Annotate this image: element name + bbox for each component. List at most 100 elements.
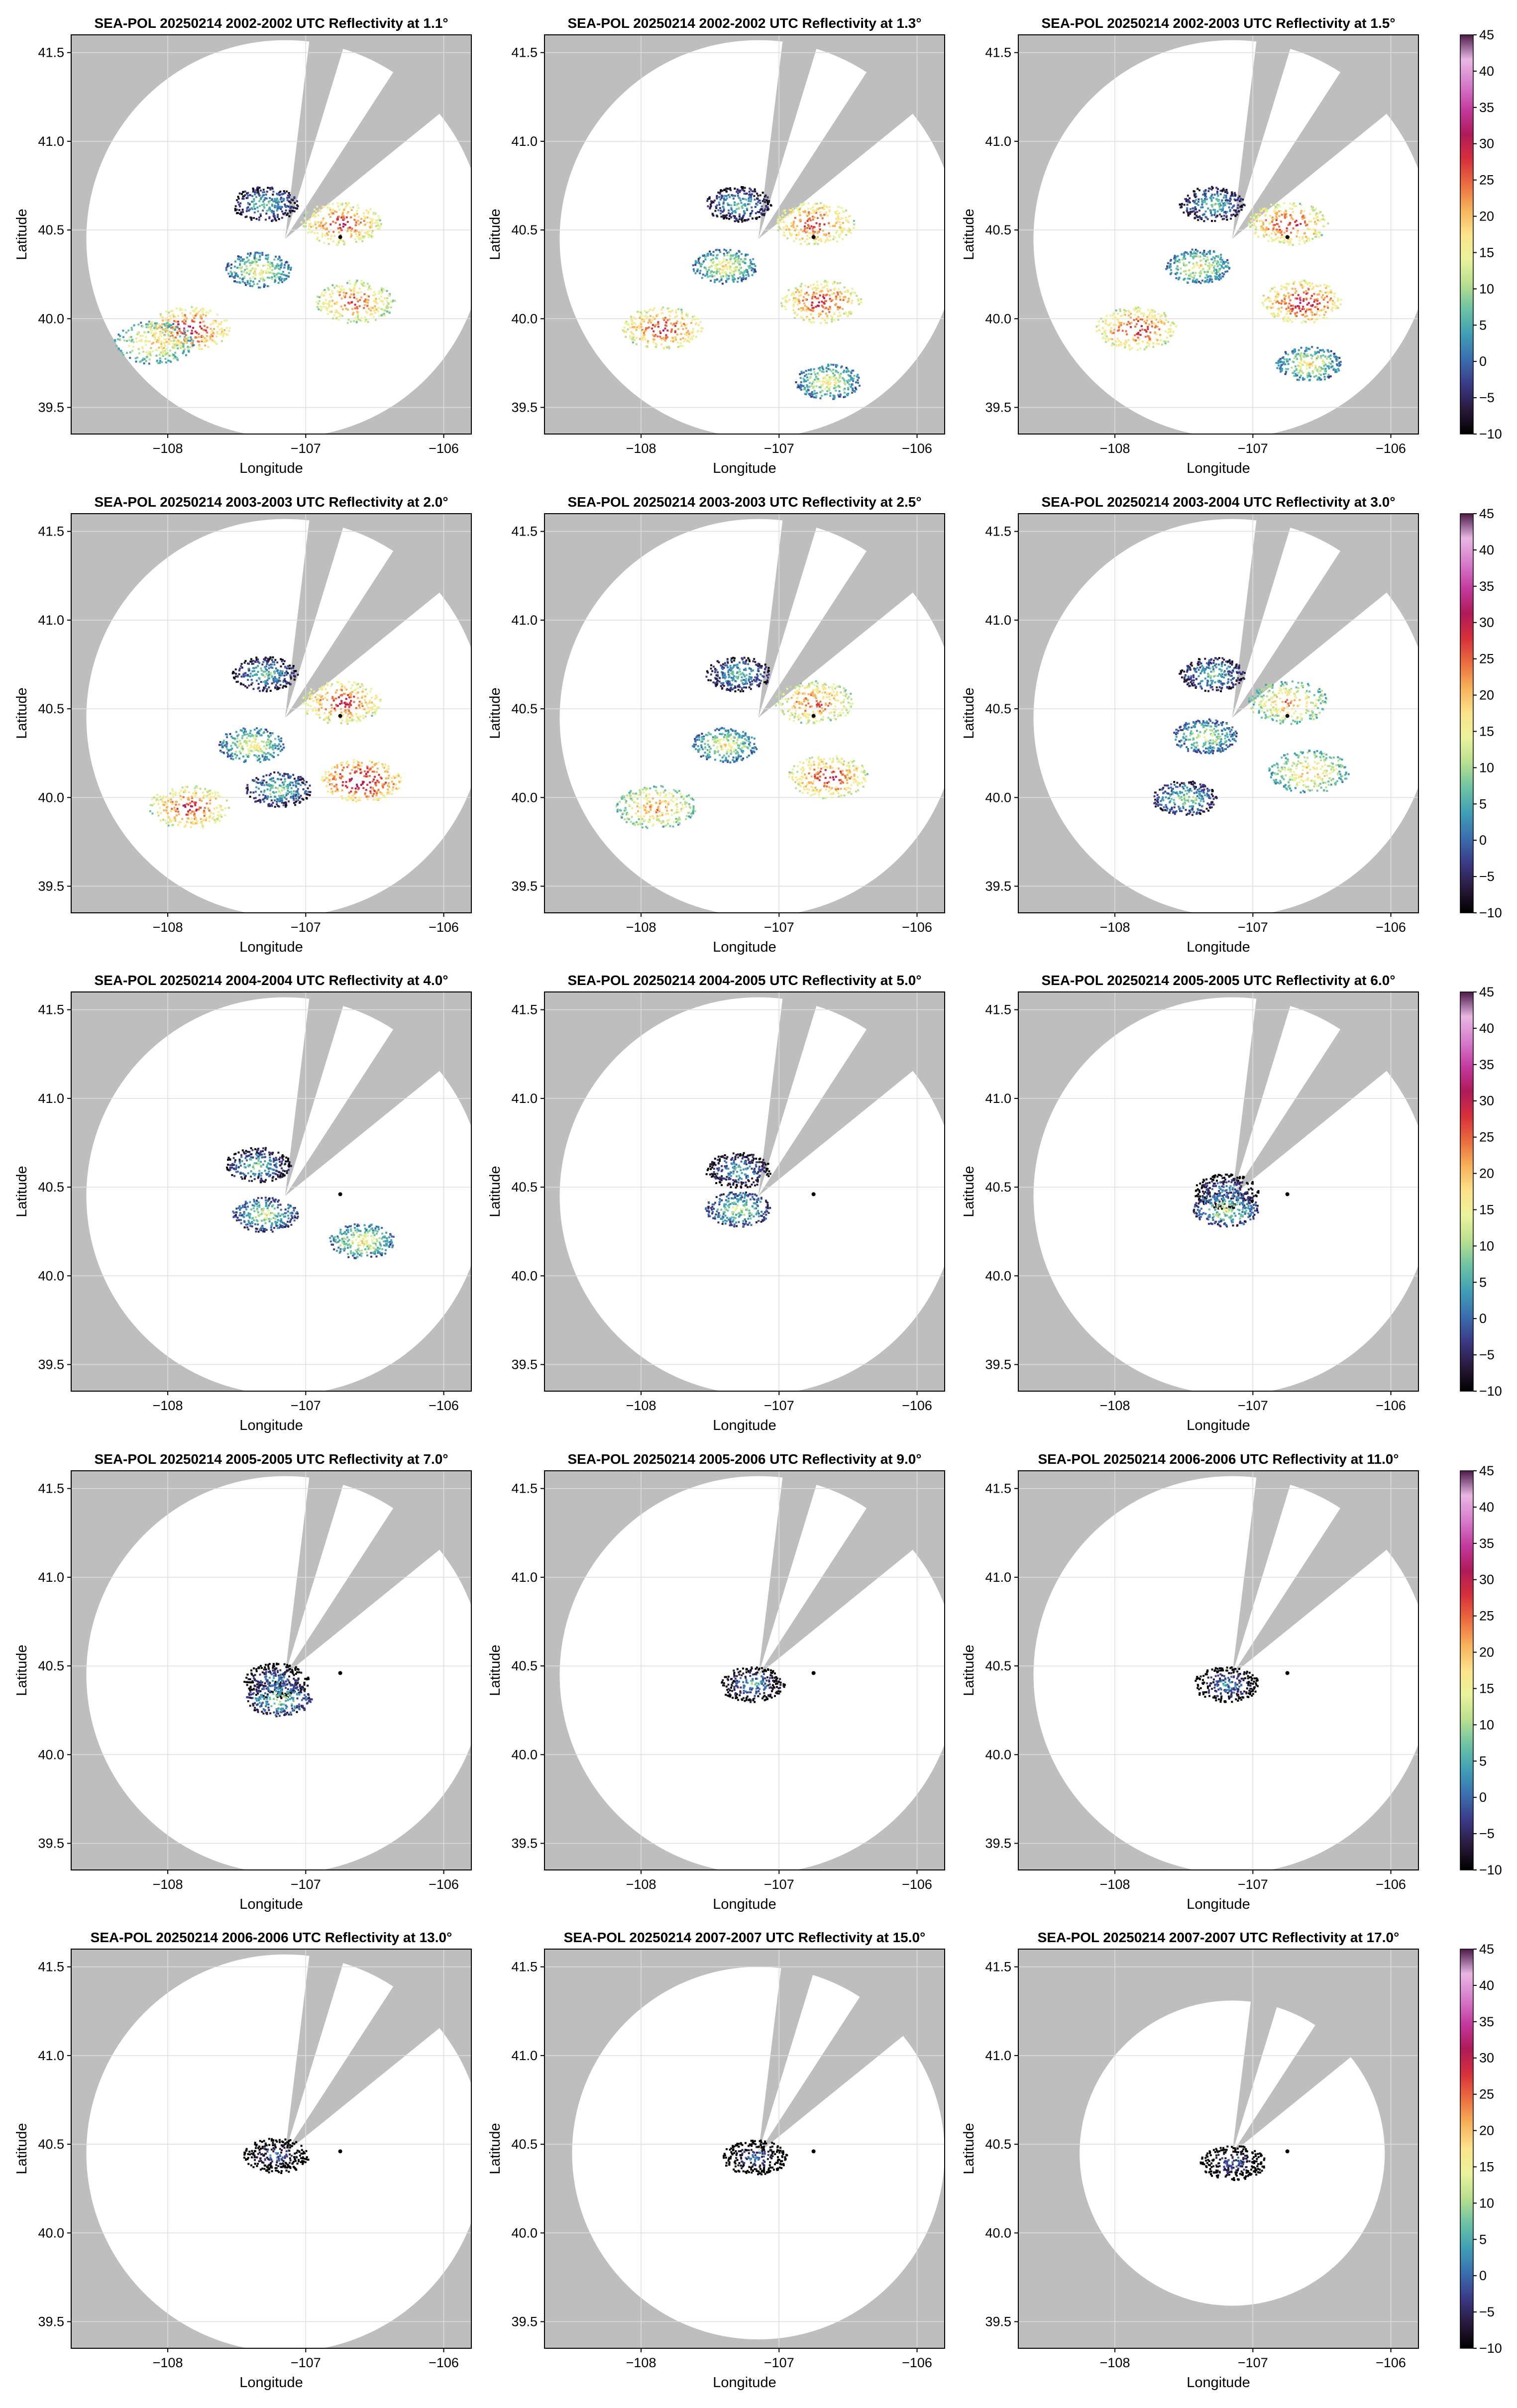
echo-pixel xyxy=(281,193,283,196)
echo-pixel xyxy=(335,285,338,287)
echo-pixel xyxy=(1112,331,1115,334)
echo-pixel xyxy=(835,218,838,220)
echo-pixel xyxy=(365,311,368,313)
echo-pixel xyxy=(294,207,296,209)
echo-pixel xyxy=(1315,285,1317,287)
echo-pixel xyxy=(1229,203,1231,205)
echo-pixel xyxy=(858,303,861,306)
echo-pixel xyxy=(1319,290,1321,292)
echo-pixel xyxy=(660,338,663,341)
echo-pixel xyxy=(763,196,766,198)
echo-pixel xyxy=(1301,364,1304,366)
echo-pixel xyxy=(720,195,723,197)
echo-pixel xyxy=(1275,362,1278,364)
echo-pixel xyxy=(836,220,839,222)
echo-pixel xyxy=(725,259,728,261)
echo-pixel xyxy=(747,271,749,273)
echo-pixel xyxy=(1183,255,1186,257)
echo-pixel xyxy=(248,282,251,285)
echo-pixel xyxy=(1210,278,1213,281)
echo-pixel xyxy=(363,218,366,220)
echo-pixel xyxy=(642,320,644,322)
echo-pixel xyxy=(1187,212,1189,214)
echo-pixel xyxy=(252,659,255,662)
echo-pixel xyxy=(1312,209,1314,212)
echo-pixel xyxy=(320,224,322,227)
echo-pixel xyxy=(778,227,781,229)
echo-pixel xyxy=(826,206,828,209)
echo-pixel xyxy=(340,217,343,219)
echo-pixel xyxy=(234,209,236,212)
echo-pixel xyxy=(1220,201,1223,203)
echo-pixel xyxy=(806,215,809,217)
echo-pixel xyxy=(826,315,829,317)
echo-pixel xyxy=(317,232,319,234)
echo-pixel xyxy=(1204,200,1206,202)
echo-pixel xyxy=(349,207,352,209)
echo-pixel xyxy=(1222,188,1225,190)
echo-pixel xyxy=(176,340,178,343)
echo-pixel xyxy=(738,213,741,216)
echo-pixel xyxy=(1129,316,1132,319)
echo-pixel xyxy=(1151,325,1153,328)
echo-pixel xyxy=(1263,295,1265,297)
echo-pixel xyxy=(1206,218,1209,220)
echo-pixel xyxy=(1226,259,1229,261)
echo-pixel xyxy=(1299,203,1301,205)
echo-pixel xyxy=(655,344,658,346)
echo-pixel xyxy=(135,340,138,343)
echo-pixel xyxy=(790,209,792,212)
echo-pixel xyxy=(343,209,345,211)
echo-pixel xyxy=(357,291,360,294)
echo-pixel xyxy=(364,316,366,318)
echo-pixel xyxy=(300,221,303,223)
echo-pixel xyxy=(349,283,351,285)
echo-pixel xyxy=(659,332,662,334)
echo-pixel xyxy=(1316,318,1318,320)
echo-pixel xyxy=(695,322,697,325)
echo-pixel xyxy=(647,316,649,318)
echo-pixel xyxy=(1318,310,1321,312)
echo-pixel xyxy=(1280,210,1282,213)
echo-pixel xyxy=(324,289,326,291)
echo-pixel xyxy=(1114,324,1117,327)
echo-pixel xyxy=(1323,219,1326,221)
echo-pixel xyxy=(1192,210,1195,213)
echo-pixel xyxy=(263,194,265,196)
echo-pixel xyxy=(285,209,287,212)
echo-pixel xyxy=(354,304,356,306)
echo-pixel xyxy=(1275,215,1278,218)
echo-pixel xyxy=(268,271,271,274)
echo-pixel xyxy=(1134,326,1137,328)
echo-pixel xyxy=(127,329,130,331)
echo-pixel xyxy=(1276,291,1279,294)
echo-pixel xyxy=(268,216,271,219)
echo-pixel xyxy=(247,675,249,677)
echo-pixel xyxy=(247,252,249,255)
echo-pixel xyxy=(1322,373,1325,375)
echo-pixel xyxy=(241,280,244,283)
echo-pixel xyxy=(278,677,281,679)
echo-pixel xyxy=(355,233,357,235)
echo-pixel xyxy=(839,223,842,226)
echo-pixel xyxy=(843,313,845,315)
echo-pixel xyxy=(1330,362,1332,365)
echo-pixel xyxy=(198,348,201,350)
echo-pixel xyxy=(122,329,124,332)
echo-pixel xyxy=(259,213,262,216)
echo-pixel xyxy=(837,217,840,219)
echo-pixel xyxy=(139,334,142,337)
echo-pixel xyxy=(1322,294,1324,296)
echo-pixel xyxy=(192,339,194,342)
echo-pixel xyxy=(1154,318,1156,320)
echo-pixel xyxy=(794,217,796,219)
echo-cluster xyxy=(300,202,382,246)
echo-pixel xyxy=(273,681,275,683)
echo-pixel xyxy=(278,206,280,208)
echo-pixel xyxy=(364,320,366,323)
echo-pixel xyxy=(706,273,708,276)
y-axis-label: Latitude xyxy=(14,209,30,260)
echo-pixel xyxy=(1183,278,1185,281)
echo-pixel xyxy=(692,334,695,337)
echo-pixel xyxy=(359,319,361,322)
